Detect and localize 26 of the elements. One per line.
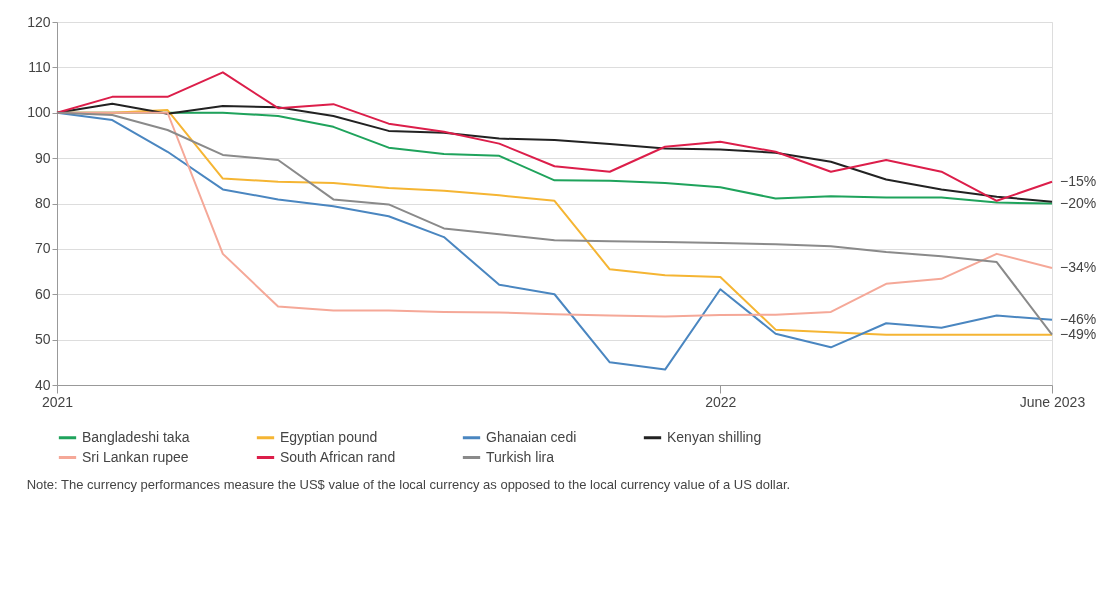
y-tick-label: 100 — [27, 104, 51, 121]
y-tick-label: 120 — [27, 13, 51, 30]
legend-label: Sri Lankan rupee — [82, 448, 189, 465]
line-series — [56, 71, 1053, 202]
annotation: −46% — [1060, 310, 1097, 327]
annotation: −15% — [1060, 172, 1097, 189]
y-tick-label: 90 — [34, 149, 51, 166]
y-tick-label: 50 — [34, 331, 51, 348]
x-tick-label: 2021 — [41, 393, 74, 410]
legend-label: Kenyan shilling — [667, 428, 762, 445]
x-tick-label: 2022 — [705, 393, 737, 410]
annotation: −34% — [1060, 258, 1097, 275]
legend-label: Bangladeshi taka — [82, 428, 190, 445]
annotation: −20% — [1060, 194, 1097, 211]
legend-label: Turkish lira — [486, 448, 555, 465]
y-tick-label: 40 — [34, 376, 51, 393]
text: Note: The currency performances measure the US$ value of the local currency as opposed to the local currency value of a US dollar. — [26, 477, 791, 492]
legend-label: Ghanaian cedi — [486, 428, 577, 445]
y-tick-label: 110 — [28, 58, 51, 75]
x-tick-label: June 2023 — [1019, 393, 1086, 410]
legend-label: Egyptian pound — [280, 428, 378, 445]
y-tick-label: 70 — [34, 240, 51, 257]
legend-label: South African rand — [280, 448, 396, 465]
y-tick-label: 60 — [34, 285, 51, 302]
y-tick-label: 80 — [34, 195, 51, 211]
annotation: −49% — [1060, 325, 1097, 342]
